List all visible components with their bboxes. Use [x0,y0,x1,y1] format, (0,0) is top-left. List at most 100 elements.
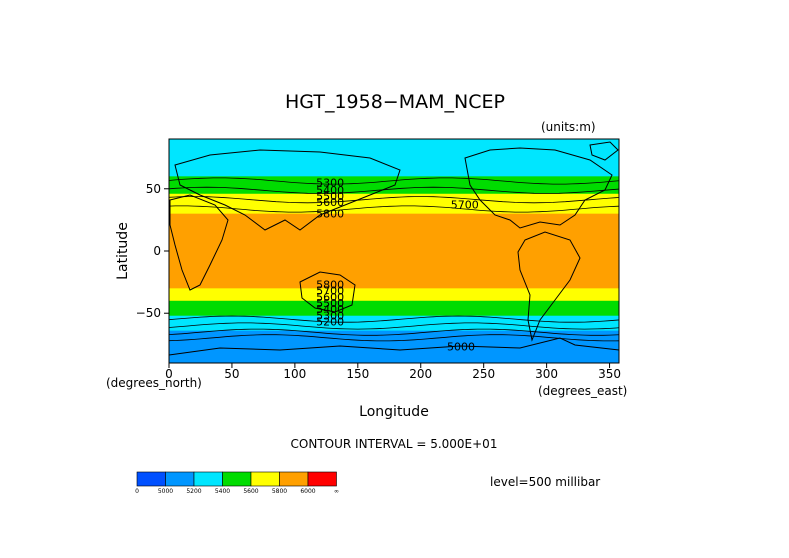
units-note: (units:m) [541,120,596,134]
contour-line [169,334,619,342]
band-cell [169,360,619,363]
band-cell [169,203,619,207]
band-cell [169,176,619,180]
x-tick-label: 100 [283,367,306,381]
band-cell [169,146,619,150]
colorbar-label: 0 [135,488,139,495]
band-cell [169,325,619,329]
band-cell [169,295,619,299]
band-cell [169,313,619,317]
x-unit-note: (degrees_east) [538,384,627,398]
x-tick-label: 250 [472,367,495,381]
band-cell [169,345,619,349]
band-cell [169,181,619,185]
band-cell [169,283,619,287]
band-cell [169,278,619,282]
contour-label: 5600 [316,196,344,209]
band-cell [169,143,619,147]
band-cell [169,255,619,259]
contour-line [169,196,619,204]
colorbar-label: 5800 [272,488,287,495]
coastline-greenland [589,141,619,161]
band-cell [169,268,619,272]
coastline-australia [299,271,356,313]
band-cell [169,273,619,277]
band-cell [169,158,619,162]
band-cell [169,241,619,245]
colorbar-swatch [279,471,309,487]
band-cell [169,201,619,205]
colorbar-swatch [307,471,337,487]
contour-label: 5800 [316,207,344,220]
y-axis-label: Latitude [115,222,131,280]
x-tick-label: 50 [224,367,239,381]
band-cell [169,163,619,167]
band-cell [169,236,619,240]
band-cell [169,213,619,217]
band-cell [169,231,619,235]
colorbar: 0 5000 5200 5400 5600 5800 6000 ∞ [135,471,339,495]
band-cell [169,243,619,247]
x-tick-label: 350 [598,367,621,381]
y-unit-note: (degrees_north) [106,376,202,390]
band-cell [169,310,619,314]
band-cell [169,238,619,242]
band-cell [169,308,619,312]
x-tick-label: 200 [409,367,432,381]
band-cell [169,328,619,332]
band-cell [169,285,619,289]
band-cell [169,305,619,309]
band-cell [169,168,619,172]
y-tick-label: 0 [153,244,161,258]
contour-label: 5400 [316,303,344,316]
band-cell [169,330,619,334]
band-cell [169,298,619,302]
level-text: level=500 millibar [490,475,600,489]
band-cell [169,323,619,327]
colorbar-label: 6000 [300,488,315,495]
band-cell [169,139,619,142]
y-tick-label: −50 [136,306,161,320]
band-cell [169,343,619,347]
coastlines [169,141,619,356]
band-cell [169,293,619,297]
band-cell [169,270,619,274]
band-cell [169,248,619,252]
contour-line [169,177,619,185]
y-tick-label: 50 [146,182,161,196]
band-cell [169,288,619,292]
band-cell [169,161,619,165]
contour-label: 5700 [316,285,344,298]
band-cell [169,153,619,157]
band-cell [169,173,619,177]
band-cell [169,211,619,215]
colorbar-swatch [222,471,252,487]
band-cell [169,233,619,237]
band-cell [169,353,619,357]
band-cell [169,265,619,269]
band-cell [169,355,619,359]
x-tick-label: 0 [165,367,173,381]
band-cell [169,148,619,152]
colorbar-swatch [193,471,223,487]
band-cell [169,216,619,220]
contour-label: 5200 [316,316,344,329]
band-cell [169,290,619,294]
coastline-africa [169,194,229,291]
contour-line [169,322,619,330]
colorbar-swatch [165,471,195,487]
colorbar-swatch [250,471,280,487]
band-cell [169,226,619,230]
chart-title: HGT_1958−MAM_NCEP [285,91,505,113]
band-cell [169,151,619,155]
contour-label: 5300 [316,176,344,189]
contour-label: 5400 [316,184,344,197]
band-cell [169,188,619,192]
contour-label: 5800 [316,278,344,291]
band-cell [169,263,619,267]
color-bands [169,139,619,363]
contour-label: 5500 [316,190,344,203]
band-cell [169,253,619,257]
